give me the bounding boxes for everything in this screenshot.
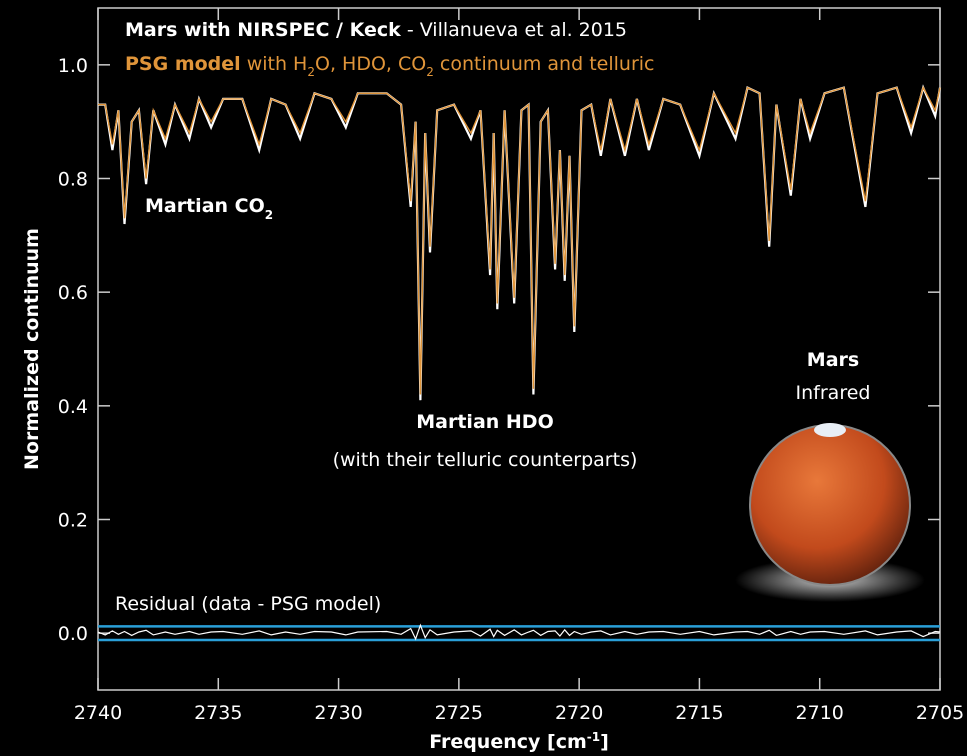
x-tick-label: 2725 (435, 702, 483, 724)
spectrum-line (98, 85, 941, 395)
subtitle-subscript: 2 (307, 65, 315, 79)
y-axis-label: Normalized continuum (21, 228, 43, 470)
x-tick-label: 2705 (916, 702, 964, 724)
x-tick-label: 2730 (314, 702, 362, 724)
x-tick-label: 2710 (796, 702, 844, 724)
subtitle-part: PSG model (125, 53, 241, 75)
annotation-co2: Martian CO2 (145, 195, 273, 222)
mars-polar-cap (814, 423, 846, 437)
title-part: Mars with NIRSPEC / Keck (125, 19, 401, 41)
x-axis-label: Frequency [cm-1] (429, 730, 609, 753)
annotation-mars: Mars (807, 349, 859, 371)
x-tick-label: 2740 (74, 702, 122, 724)
x-label-part: ] (600, 731, 609, 753)
x-tick-label: 2715 (675, 702, 723, 724)
x-tick-label: 2720 (555, 702, 603, 724)
residual-line (97, 623, 941, 641)
annotation-hdo: Martian HDO (416, 411, 553, 433)
y-tick-label: 0.0 (58, 623, 88, 645)
mars-globe (749, 424, 911, 586)
annotation-part: Martian CO (145, 195, 265, 217)
y-tick-label: 0.8 (58, 169, 88, 191)
plot-frame (97, 7, 941, 691)
annotation-subscript: 2 (265, 208, 273, 222)
subtitle-part: O, HDO, CO (315, 53, 426, 75)
annotation-hdo-note: (with their telluric counterparts) (333, 449, 638, 471)
annotation-residual: Residual (data - PSG model) (115, 593, 381, 615)
title: Mars with NIRSPEC / Keck - Villanueva et… (125, 19, 627, 41)
x-label-part: Frequency [cm (429, 731, 587, 753)
annotation-infrared: Infrared (796, 382, 871, 404)
subtitle-part: continuum and telluric (434, 53, 655, 75)
subtitle-subscript: 2 (426, 65, 434, 79)
subtitle-part: with H (241, 53, 308, 75)
y-tick-label: 0.4 (58, 396, 88, 418)
y-tick-label: 0.2 (58, 510, 88, 532)
y-tick-label: 0.6 (58, 282, 88, 304)
title-part: - Villanueva et al. 2015 (401, 19, 627, 41)
subtitle: PSG model with H2O, HDO, CO2 continuum a… (125, 53, 654, 79)
x-tick-label: 2735 (194, 702, 242, 724)
x-label-superscript: -1 (587, 730, 600, 744)
y-tick-label: 1.0 (58, 55, 88, 77)
